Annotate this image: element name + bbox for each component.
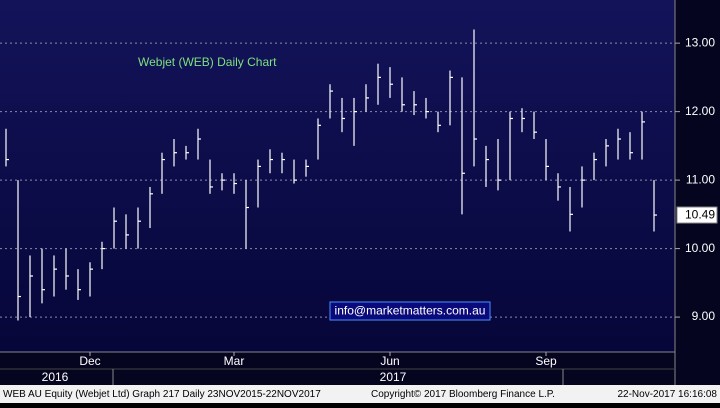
year-label: 2017 [380,370,407,384]
footer-center: Copyright© 2017 Bloomberg Finance L.P. [371,389,555,400]
y-axis-background [675,0,720,385]
annotation-box [329,301,491,321]
y-tick-label: 12.00 [685,104,715,118]
y-tick-label: 10.00 [685,241,715,255]
x-tick-label: Mar [224,354,245,368]
annotation: info@marketmatters.com.au [335,304,486,318]
y-tick-label: 13.00 [685,35,715,49]
x-tick-label: Jun [380,354,399,368]
last-price-label: 10.49 [685,208,715,222]
x-tick-label: Dec [79,354,100,368]
marks [0,29,675,321]
footer-right: 22-Nov-2017 16:16:08 [617,389,717,400]
footer-left: WEB AU Equity (Webjet Ltd) Graph 217 Dai… [3,389,321,400]
last-price-box [676,206,718,224]
footer-background [0,385,720,403]
plot-background [0,0,675,352]
y-tick-label: 11.00 [686,172,715,186]
x-tick-label: Sep [535,354,557,368]
year-label: 2016 [42,370,69,384]
chart-title: Webjet (WEB) Daily Chart [138,55,277,69]
y-tick-label: 9.00 [692,309,716,323]
